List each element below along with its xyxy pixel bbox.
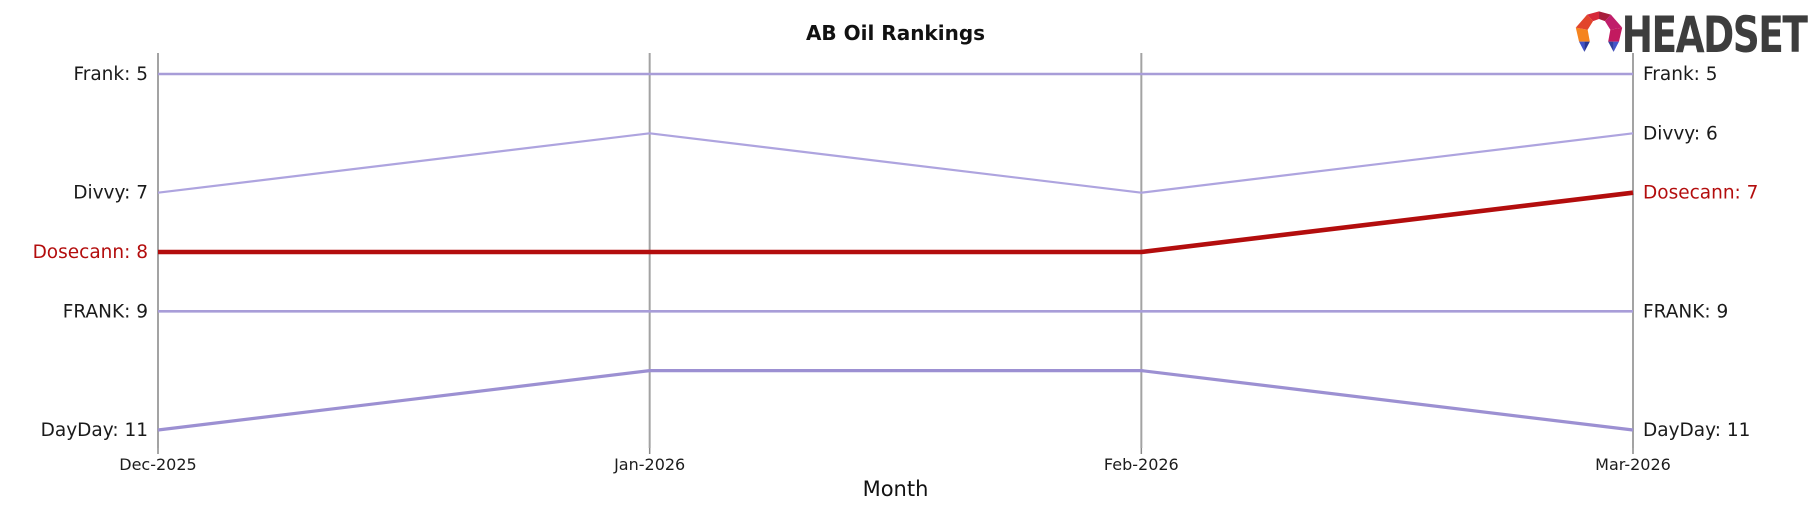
logo-facet-dark-red	[1599, 11, 1611, 22]
logo-facet-magenta	[1604, 14, 1623, 30]
series-line-dosecann	[158, 190, 1634, 255]
headset-logo: HEADSET	[1572, 5, 1808, 65]
series-line-dayday	[157, 369, 1634, 432]
x-tick-label: Dec-2025	[119, 455, 196, 474]
chart-title: AB Oil Rankings	[805, 21, 986, 45]
logo-facet-orange	[1575, 27, 1590, 42]
series-line-divvy	[157, 132, 1634, 194]
x-tick-label: Feb-2026	[1104, 455, 1179, 474]
x-axis-title: Month	[862, 477, 929, 501]
logo-facet-blue-light	[1579, 41, 1585, 52]
logo-facet-red	[1587, 11, 1599, 22]
x-tick-label: Jan-2026	[613, 455, 685, 474]
series-label-right-frank: Frank: 5	[1643, 64, 1718, 85]
series-label-left-dayday: DayDay: 11	[41, 420, 148, 441]
series-label-left-frank: Frank: 5	[73, 64, 148, 85]
logo-facet-indigo-dark	[1608, 41, 1614, 52]
x-tick-label: Mar-2026	[1595, 455, 1671, 474]
logo-facet-indigo-light	[1613, 41, 1619, 52]
series-label-right-divvy: Divvy: 6	[1643, 123, 1718, 144]
series-label-right-dayday: DayDay: 11	[1643, 420, 1750, 441]
logo-facet-crimson	[1608, 27, 1623, 42]
series-label-left-frank: FRANK: 9	[63, 301, 148, 322]
logo-facet-navy	[1584, 41, 1590, 52]
headset-logo-text: HEADSET	[1621, 6, 1807, 64]
series-label-left-divvy: Divvy: 7	[73, 183, 148, 204]
series-label-right-frank: FRANK: 9	[1643, 301, 1728, 322]
logo-facet-red-orange	[1575, 14, 1594, 30]
series-label-right-dosecann: Dosecann: 7	[1643, 183, 1758, 204]
headset-logo-icon	[1575, 11, 1623, 52]
series-label-left-dosecann: Dosecann: 8	[33, 242, 148, 263]
